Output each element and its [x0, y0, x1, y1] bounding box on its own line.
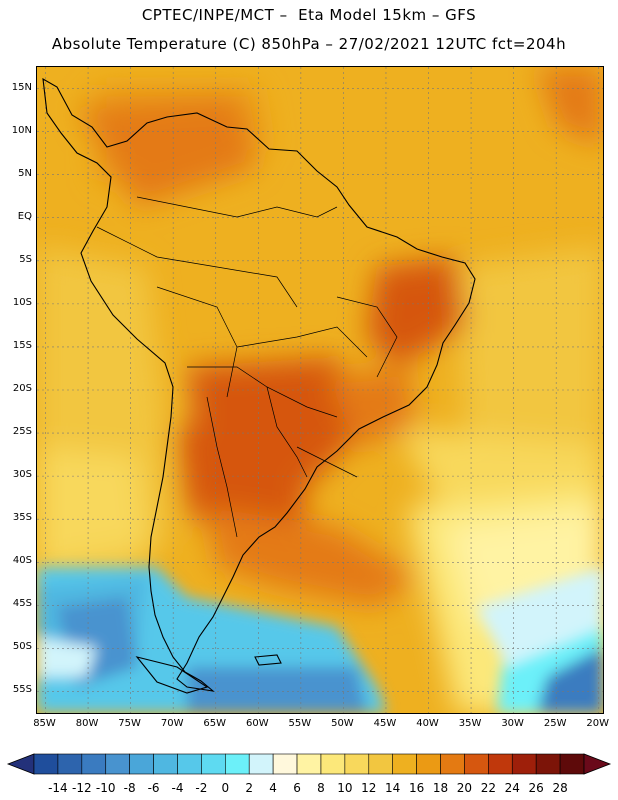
colorbar-tick-label: 0 — [221, 781, 230, 795]
lat-label: 40S — [12, 555, 32, 567]
lon-label: 20W — [586, 718, 610, 729]
coastline — [42, 77, 476, 694]
lon-label: 80W — [75, 718, 99, 729]
lat-label: EQ — [17, 210, 32, 222]
field-pale-south — [477, 567, 603, 667]
lat-label: 50S — [12, 641, 32, 653]
lon-label: 40W — [416, 718, 439, 729]
colorbar-tick-label: 2 — [245, 781, 254, 795]
lon-label: 50W — [331, 718, 354, 729]
lon-label: 45W — [373, 718, 397, 729]
colorbar-box — [488, 753, 513, 775]
colorbar-box — [535, 753, 561, 775]
colorbar-box — [177, 753, 202, 775]
colorbar-tick-label: 18 — [432, 781, 449, 795]
field-caribbean — [77, 97, 257, 207]
colorbar-box — [272, 753, 298, 775]
colorbar-tick-label: 28 — [552, 781, 568, 795]
field-pale-west — [37, 637, 97, 677]
colorbar-boxes — [33, 753, 585, 775]
lon-label: 25W — [543, 718, 567, 729]
colorbar-box — [81, 753, 107, 775]
colorbar-tick-label: -6 — [147, 781, 160, 795]
colorbar-over-arrow — [583, 753, 612, 775]
lat-label: 35S — [12, 512, 32, 524]
colorbar-box — [201, 753, 226, 775]
colorbar-box — [464, 753, 489, 775]
lat-label: 15S — [12, 339, 32, 351]
lat-label: 5N — [18, 167, 32, 179]
colorbar-tick-label: -12 — [72, 781, 92, 795]
lat-label: 55S — [12, 684, 32, 696]
temperature-map — [36, 66, 604, 714]
field-patagonia-warm — [207, 507, 417, 607]
colorbar-box — [57, 753, 83, 775]
lon-label: 60W — [245, 718, 269, 729]
colorbar-tick-label: 24 — [504, 781, 520, 795]
colorbar-tick-label: 8 — [317, 781, 325, 795]
colorbar-box — [153, 753, 178, 775]
colorbar-tick-label: 14 — [385, 781, 401, 795]
lat-label: 10N — [11, 124, 32, 136]
colorbar-tick-label: -4 — [171, 781, 184, 795]
field-pacific-south — [37, 447, 147, 567]
colorbar-tick-label: 12 — [361, 781, 377, 795]
colorbar-tick-label: -8 — [123, 781, 136, 795]
lon-label: 30W — [501, 718, 524, 729]
map-title-line1: CPTEC/INPE/MCT – Eta Model 15km – GFS — [141, 6, 477, 24]
colorbar — [6, 753, 612, 775]
lat-label: 15N — [11, 81, 32, 93]
field-se-brazil — [327, 367, 417, 447]
field-cold-drake — [187, 667, 367, 713]
colorbar-box — [344, 753, 370, 775]
field-cold-se-deep — [537, 647, 603, 713]
lon-label: 65W — [203, 718, 227, 729]
colorbar-box — [296, 753, 322, 775]
lon-label: 85W — [33, 718, 56, 729]
lon-label: 75W — [118, 718, 141, 729]
map-title-line2: Absolute Temperature (C) 850hPa – 27/02/… — [51, 35, 567, 53]
colorbar-under-arrow — [6, 753, 35, 775]
lon-label: 70W — [160, 718, 184, 729]
colorbar-box — [33, 753, 59, 775]
lat-label: 5S — [19, 253, 32, 265]
lat-label: 10S — [12, 296, 32, 308]
colorbar-box — [248, 753, 274, 775]
field-ne-corner — [537, 67, 603, 147]
malvinas — [254, 654, 282, 666]
lat-label: 25S — [12, 426, 32, 438]
colorbar-tick-label: -10 — [95, 781, 116, 795]
colorbar-tick-label: -2 — [195, 781, 208, 795]
colorbar-box — [225, 753, 250, 775]
colorbar-box — [511, 753, 537, 775]
lat-label: 30S — [12, 469, 32, 481]
colorbar-tick-label: 22 — [480, 781, 496, 795]
colorbar-tick-label: 10 — [337, 781, 353, 795]
lon-label: 55W — [288, 718, 312, 729]
lon-label: 35W — [458, 718, 482, 729]
colorbar-box — [559, 753, 585, 775]
lat-label: 45S — [12, 598, 32, 610]
tierra-del-fuego — [135, 656, 209, 694]
country-borders — [96, 196, 398, 538]
colorbar-box — [368, 753, 393, 775]
lat-label: 20S — [12, 383, 32, 394]
colorbar-box — [320, 753, 346, 775]
colorbar-box — [392, 753, 417, 775]
field-ne-brazil — [367, 257, 467, 367]
map-gridlines — [37, 67, 603, 713]
colorbar-tick-label: -14 — [48, 781, 68, 795]
colorbar-box — [129, 753, 154, 775]
colorbar-tick-label: 26 — [528, 781, 544, 795]
colorbar-tick-label: 16 — [408, 781, 425, 795]
colorbar-tick-label: 6 — [293, 781, 301, 795]
field-atlantic-east — [457, 247, 603, 487]
colorbar-tick-label: 20 — [456, 781, 473, 795]
colorbar-box — [440, 753, 465, 775]
colorbar-tick-label: 4 — [269, 781, 277, 795]
colorbar-box — [105, 753, 130, 775]
colorbar-box — [416, 753, 441, 775]
